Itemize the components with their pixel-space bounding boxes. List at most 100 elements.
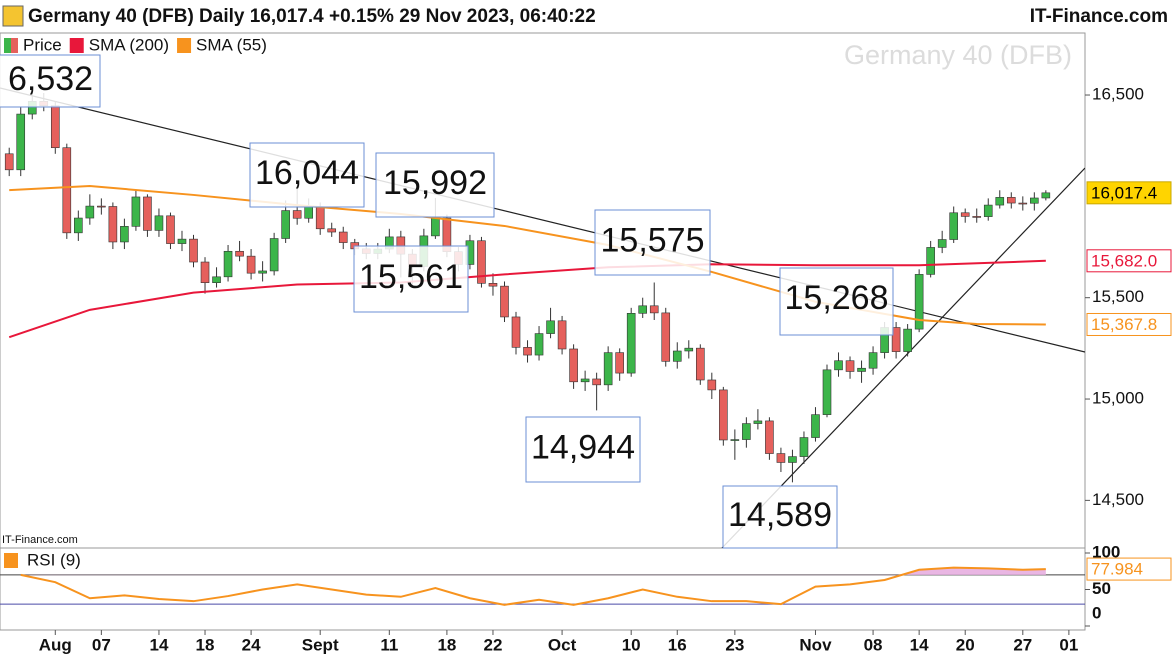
header-bar [0, 0, 1173, 33]
price-layer [4, 88, 1051, 483]
candle-body [477, 240, 486, 284]
candle-body [546, 320, 555, 334]
trendline [0, 87, 1085, 353]
candle-body [983, 204, 993, 217]
candle-body [592, 378, 601, 386]
x-tick-label: Aug [39, 635, 72, 654]
candle-body [672, 350, 682, 362]
x-tick-label: 11 [380, 635, 398, 654]
candle-body [960, 212, 970, 217]
annotation-label: 15,575 [601, 221, 705, 259]
annotation-box [779, 267, 894, 336]
x-tick-label: Nov [799, 635, 832, 654]
candle-body [569, 348, 578, 383]
last-value-label: 77.984 [1091, 560, 1143, 579]
y-tick-label: 15,000 [1092, 389, 1144, 408]
candle-body [281, 210, 290, 239]
candle-body [246, 255, 256, 274]
annotation-label: 14,944 [531, 428, 635, 466]
annotations: 6,532 16,044 15,992 15,561 15,575 14,944 15,26… [0, 54, 894, 549]
x-tick-label: 23 [725, 635, 744, 654]
last-value-label: 16,017.4 [1091, 183, 1157, 202]
x-tick-label: 27 [1013, 635, 1032, 654]
candle-body [788, 456, 797, 463]
candle-body [511, 316, 521, 348]
annotation-box [0, 54, 101, 108]
candle-body [200, 261, 210, 283]
candle-body [108, 206, 118, 243]
candle-body [223, 250, 233, 278]
candle-body [534, 333, 544, 356]
candle-body [776, 453, 786, 463]
logo-icon [2, 5, 24, 27]
x-tick-label: 24 [242, 635, 261, 654]
chart-title: Germany 40 (DFB) Daily 16,017.4 +0.15% 2… [28, 6, 596, 27]
candle-body [143, 196, 152, 231]
candle-body [523, 347, 532, 356]
x-tick-label: 14 [910, 635, 929, 654]
candle-body [719, 389, 728, 441]
candle-body [269, 238, 279, 272]
candle-body [834, 360, 843, 371]
legend-swatch [4, 553, 18, 568]
y-tick-label: 0 [1092, 603, 1101, 622]
candle-body [799, 437, 809, 457]
annotation-box [353, 245, 469, 313]
candle-body [315, 206, 325, 230]
candle-body [62, 147, 72, 234]
candle-body [1030, 197, 1039, 204]
candle-body [914, 274, 924, 330]
watermark: Germany 40 (DFB) [844, 40, 1072, 70]
candle-body [811, 414, 820, 438]
candle-body [488, 283, 498, 287]
legend: Price SMA (200) SMA (55) [4, 35, 267, 54]
candle-body [1006, 197, 1016, 204]
x-tick-label: Oct [548, 635, 577, 654]
x-tick-label: 18 [437, 635, 456, 654]
annotation-label: 15,268 [785, 279, 889, 317]
candle-body [235, 250, 244, 257]
trendline [721, 167, 1085, 548]
candle-body [557, 320, 567, 350]
candle-body [166, 215, 175, 244]
rsi-panel [0, 547, 1086, 631]
candle-body [189, 238, 198, 263]
x-tick-label: 22 [484, 635, 503, 654]
x-tick-label: 20 [956, 635, 975, 654]
candle-body [822, 369, 832, 415]
y-tick-label: 15,500 [1092, 287, 1144, 306]
candle-body [937, 239, 947, 248]
last-value-box [1086, 181, 1172, 205]
x-tick-label: 16 [668, 635, 687, 654]
candle-body [74, 217, 83, 234]
candle-body [926, 247, 935, 275]
candle-body [891, 327, 901, 352]
line [20, 566, 1046, 606]
candle-body [154, 215, 164, 231]
candle-body [16, 113, 26, 171]
y-tick-label: 100 [1092, 542, 1120, 561]
annotation-label: 6,532 [8, 60, 93, 98]
candle-body [292, 210, 302, 219]
legend-swatch [69, 38, 84, 53]
candle-body [258, 270, 267, 274]
legend-label: Price [23, 35, 62, 54]
last-value-box [1086, 557, 1172, 581]
last-value-box [1086, 312, 1172, 336]
candle-body [120, 226, 129, 243]
candle-body [695, 347, 705, 381]
last-value-label: 15,367.8 [1091, 315, 1157, 334]
candle-body [338, 231, 348, 243]
annotation-label: 15,992 [383, 164, 487, 202]
annotation-label: 14,589 [728, 496, 832, 534]
candle-body [177, 238, 187, 244]
annotation-label: 16,044 [255, 154, 359, 192]
candle-body [131, 196, 141, 227]
x-tick-label: 08 [864, 635, 883, 654]
candle-body [638, 305, 648, 314]
candle-body [661, 312, 671, 362]
annotation-label: 15,561 [359, 258, 463, 296]
candle-body [995, 197, 1005, 206]
line [8, 259, 1046, 339]
